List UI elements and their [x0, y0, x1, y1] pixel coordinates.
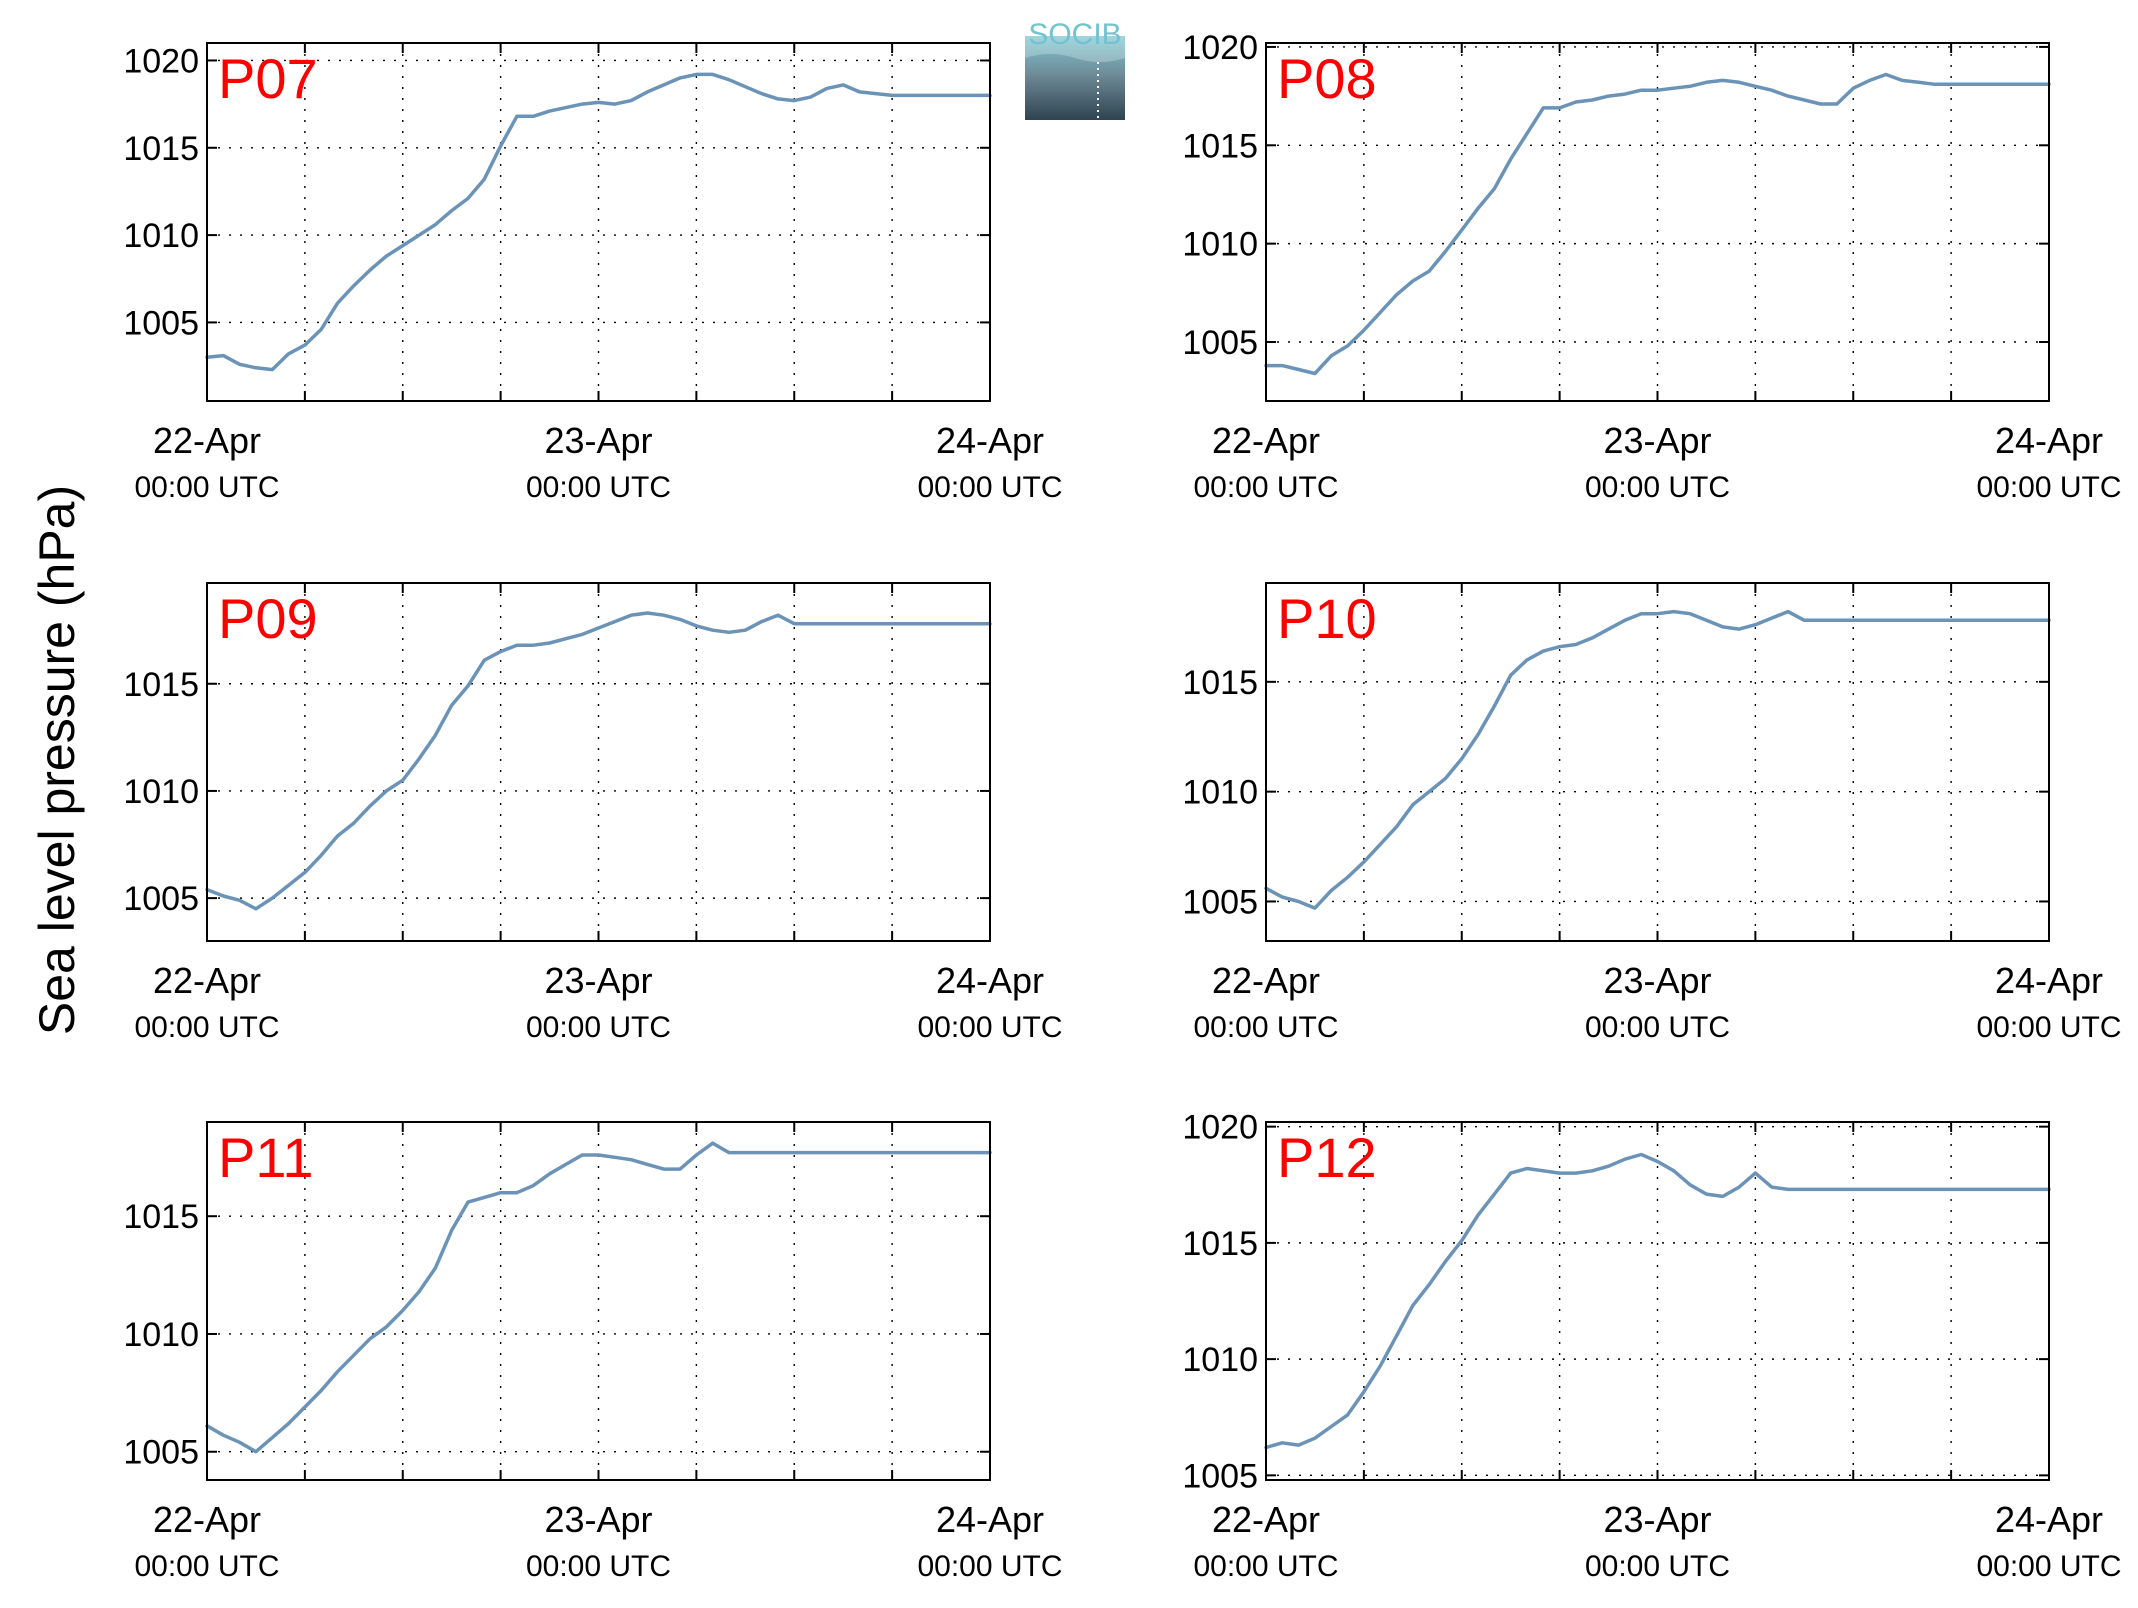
- panel-p11: 1005 1010 1015 22-Apr 00:00 UTC 23-Apr 00:00 U…: [123, 1121, 1063, 1583]
- series-line: [1264, 1152, 2051, 1450]
- x-tick-label-time: 00:00 UTC: [917, 1550, 1062, 1583]
- x-tick-label-time: 00:00 UTC: [526, 471, 671, 504]
- panel-label: P09: [218, 587, 318, 650]
- x-tick-label-time: 00:00 UTC: [134, 1011, 279, 1044]
- x-tick-label-time: 00:00 UTC: [1585, 1550, 1730, 1583]
- x-tick-label-date: 23-Apr: [544, 960, 652, 1001]
- x-tick-label-date: 22-Apr: [153, 420, 261, 461]
- panels: 1005 1010 1015 1020 22-Apr 00:00 UTC 23-Apr 00:…: [123, 29, 2121, 1583]
- y-tick-label: 1015: [123, 1198, 199, 1236]
- y-tick-label: 1015: [123, 666, 199, 704]
- panel-p12: 1005 1010 1015 1020 22-Apr 00:00 UTC 23-Apr 00:…: [1182, 1109, 2121, 1583]
- x-tick-label-time: 00:00 UTC: [1976, 1011, 2121, 1044]
- x-tick-label-time: 00:00 UTC: [1585, 1011, 1730, 1044]
- x-tick-label-date: 22-Apr: [1212, 1499, 1320, 1540]
- x-tick-label-time: 00:00 UTC: [1585, 471, 1730, 504]
- y-tick-label: 1015: [1182, 664, 1258, 702]
- x-tick-label-time: 00:00 UTC: [1976, 1550, 2121, 1583]
- y-axis-label: Sea level pressure (hPa): [29, 485, 85, 1035]
- x-tick-label-time: 00:00 UTC: [1193, 471, 1338, 504]
- x-tick-label-date: 24-Apr: [1995, 1499, 2103, 1540]
- y-tick-label: 1005: [1182, 883, 1258, 921]
- y-tick-label: 1005: [123, 304, 199, 342]
- y-tick-label: 1015: [1182, 127, 1258, 165]
- y-tick-label: 1010: [1182, 1341, 1258, 1379]
- series-line: [1264, 609, 2051, 910]
- x-tick-label-date: 23-Apr: [544, 1499, 652, 1540]
- x-tick-label-date: 22-Apr: [153, 960, 261, 1001]
- panel-label: P11: [218, 1126, 313, 1189]
- axes-frame: [206, 1121, 991, 1481]
- y-tick-label: 1010: [123, 217, 199, 255]
- x-tick-label-time: 00:00 UTC: [526, 1011, 671, 1044]
- y-tick-label: 1020: [1182, 1109, 1258, 1147]
- panel-p07: 1005 1010 1015 1020 22-Apr 00:00 UTC 23-Apr 00:…: [123, 42, 1063, 504]
- panel-p10: 1005 1010 1015 22-Apr 00:00 UTC 23-Apr 00:00 U…: [1182, 582, 2122, 1044]
- axes-frame: [206, 42, 991, 402]
- x-tick-label-time: 00:00 UTC: [134, 1550, 279, 1583]
- x-tick-label-date: 22-Apr: [1212, 960, 1320, 1001]
- y-tick-label: 1005: [1182, 1457, 1258, 1495]
- panel-p08: 1005 1010 1015 1020 22-Apr 00:00 UTC 23-Apr 00:…: [1182, 29, 2121, 504]
- series-line: [205, 611, 992, 911]
- socib-logo: SOCIB: [1025, 18, 1125, 120]
- y-tick-label: 1010: [1182, 226, 1258, 264]
- x-tick-label-date: 24-Apr: [1995, 960, 2103, 1001]
- series-line: [1264, 72, 2051, 376]
- logo-gradient-block: [1025, 36, 1125, 120]
- axes-frame: [1265, 1121, 2050, 1481]
- y-tick-label: 1005: [123, 880, 199, 918]
- logo-text: SOCIB: [1028, 18, 1121, 51]
- x-tick-label-time: 00:00 UTC: [526, 1550, 671, 1583]
- x-tick-label-time: 00:00 UTC: [917, 471, 1062, 504]
- x-tick-label-time: 00:00 UTC: [917, 1011, 1062, 1044]
- x-tick-label-date: 22-Apr: [1212, 420, 1320, 461]
- panel-label: P08: [1277, 47, 1377, 110]
- x-tick-label-date: 22-Apr: [153, 1499, 261, 1540]
- panel-label: P07: [218, 47, 318, 110]
- x-tick-label-date: 23-Apr: [1603, 420, 1711, 461]
- y-tick-label: 1005: [123, 1434, 199, 1472]
- series-line: [205, 72, 992, 372]
- x-tick-label-date: 23-Apr: [1603, 1499, 1711, 1540]
- axes-frame: [1265, 42, 2050, 402]
- x-tick-label-time: 00:00 UTC: [1976, 471, 2121, 504]
- panel-label: P10: [1277, 587, 1377, 650]
- series-line: [205, 1141, 992, 1454]
- x-tick-label-date: 23-Apr: [1603, 960, 1711, 1001]
- x-tick-label-time: 00:00 UTC: [1193, 1550, 1338, 1583]
- panel-p09: 1005 1010 1015 22-Apr 00:00 UTC 23-Apr 00:00 U…: [123, 582, 1063, 1044]
- y-tick-label: 1020: [1182, 29, 1258, 67]
- y-tick-label: 1015: [1182, 1225, 1258, 1263]
- y-tick-label: 1010: [1182, 774, 1258, 812]
- x-tick-label-time: 00:00 UTC: [134, 471, 279, 504]
- x-tick-label-date: 23-Apr: [544, 420, 652, 461]
- x-tick-label-date: 24-Apr: [1995, 420, 2103, 461]
- y-tick-label: 1015: [123, 130, 199, 168]
- x-tick-label-date: 24-Apr: [936, 420, 1044, 461]
- x-tick-label-date: 24-Apr: [936, 1499, 1044, 1540]
- logo-wave: [1025, 36, 1125, 62]
- axes-frame: [206, 582, 991, 942]
- axes-frame: [1265, 582, 2050, 942]
- y-tick-label: 1005: [1182, 324, 1258, 362]
- y-tick-label: 1010: [123, 1316, 199, 1354]
- x-tick-label-time: 00:00 UTC: [1193, 1011, 1338, 1044]
- x-tick-label-date: 24-Apr: [936, 960, 1044, 1001]
- panel-label: P12: [1277, 1126, 1377, 1189]
- y-tick-label: 1010: [123, 773, 199, 811]
- y-tick-label: 1020: [123, 42, 199, 80]
